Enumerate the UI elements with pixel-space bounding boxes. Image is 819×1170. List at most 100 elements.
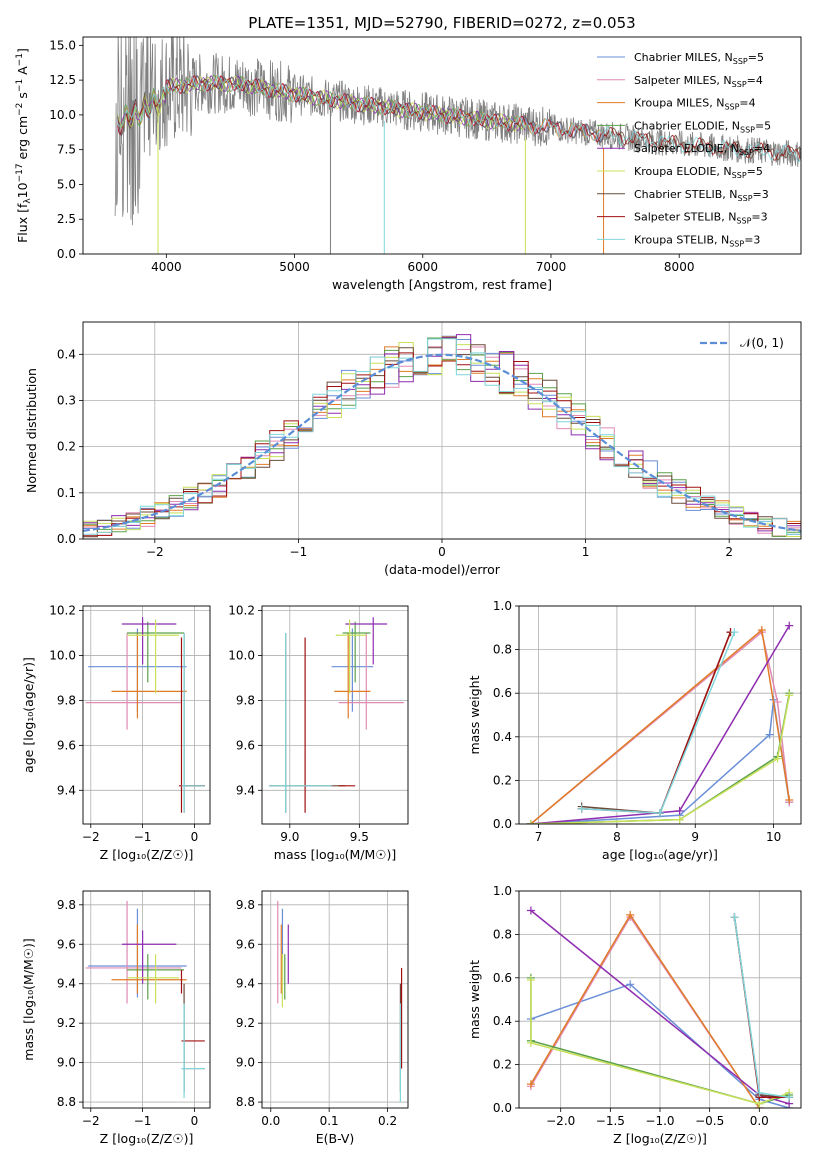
panel-age-vs-Z: −2 −1 0 9.4 9.6 9.8 10.0 10.2 Z [log₁₀(Z/Z☉)] age… <box>21 603 211 862</box>
legend-name: Chabrier MILES, N <box>634 51 733 64</box>
legend-name: Kroupa MILES, N <box>634 97 724 110</box>
model-salpeter-miles <box>117 75 604 142</box>
y-axis-label-part: λ <box>23 198 33 204</box>
series-kroupa-elodie <box>526 691 794 824</box>
series-line <box>530 695 791 824</box>
plot-area <box>83 334 801 538</box>
y-axis-label-part: ] <box>15 48 30 53</box>
point-marker <box>765 730 774 739</box>
legend-label-kroupa-miles: Kroupa MILES, NSSP=4 <box>634 97 756 112</box>
axes-frame <box>82 605 211 825</box>
series-line <box>733 916 790 1098</box>
series-chabrier-stelib <box>577 628 735 818</box>
point-marker <box>577 804 586 813</box>
legend-sub: SSP <box>740 125 755 134</box>
y-tick-label: 0.2 <box>493 1058 512 1072</box>
y-tick-label: 9.0 <box>236 1056 255 1070</box>
figure-title: PLATE=1351, MJD=52790, FIBERID=0272, z=0… <box>248 14 635 32</box>
y-tick-label: 0.4 <box>57 347 76 361</box>
legend-name: Kroupa STELIB, N <box>634 233 729 246</box>
point-marker <box>785 796 794 805</box>
axes-frame <box>82 321 802 540</box>
x-tick-label: −2.0 <box>546 1114 575 1128</box>
errorbar-salpeter-miles <box>85 632 182 730</box>
legend-sub: SSP <box>738 194 753 203</box>
y-tick-label: 9.2 <box>236 1016 255 1030</box>
y-tick-label: 9.2 <box>57 1016 76 1030</box>
y-tick-label: 12.5 <box>49 73 76 87</box>
legend-label-normal: 𝒩(0, 1) <box>740 336 784 350</box>
model-chabrier-stelib <box>117 75 801 161</box>
series-chabrier-stelib <box>730 913 794 1102</box>
axes-frame <box>518 890 802 1109</box>
x-tick-label: 4000 <box>151 260 182 274</box>
errorbar-kroupa-elodie <box>127 954 179 1004</box>
series-line <box>530 693 791 824</box>
y-axis-label-part: erg cm <box>15 116 30 164</box>
axes-frame <box>82 890 211 1109</box>
series-kroupa-stelib <box>577 628 739 818</box>
series-line <box>530 915 760 1108</box>
y-tick-label: 9.6 <box>57 738 76 752</box>
series-line <box>530 913 760 1108</box>
legend-sub: SSP <box>733 57 748 66</box>
histogram-chabrier-stelib <box>83 337 801 538</box>
x-tick-label: 1 <box>582 545 590 559</box>
x-tick-label: 5000 <box>279 260 310 274</box>
y-tick-label: 10.0 <box>49 108 76 122</box>
errorbar-kroupa-elodie <box>127 619 179 694</box>
plot-area <box>85 617 205 813</box>
y-tick-label: 0.0 <box>493 817 512 831</box>
legend-label-salpeter-stelib: Salpeter STELIB, NSSP=3 <box>634 211 768 226</box>
x-tick-label: −1 <box>290 545 308 559</box>
axes-frame <box>518 605 802 825</box>
legend-name: Salpeter MILES, N <box>634 74 732 87</box>
errorbar-kroupa-miles <box>111 924 187 994</box>
y-tick-label: 0.0 <box>57 532 76 546</box>
y-tick-label: 8.8 <box>57 1095 76 1109</box>
plot-area <box>268 617 404 813</box>
panel-spectrum: 4000 5000 6000 7000 8000 0.0 2.5 5.0 7.5 10.0 12.5… <box>15 36 802 292</box>
panel-mass-weight-vs-age: 7 8 9 10 0.0 0.2 0.4 0.6 0.8 1.0 age [log₁₀(age/yr… <box>467 599 802 862</box>
x-tick-label: −2 <box>146 545 164 559</box>
legend-name: Kroupa ELODIE, N <box>634 165 732 178</box>
point-marker <box>785 621 794 630</box>
point-marker <box>656 809 664 818</box>
legend-eq: =4 <box>754 142 770 155</box>
x-tick-label: 6000 <box>407 260 438 274</box>
legend-name: Chabrier STELIB, N <box>634 188 738 201</box>
plot-area <box>526 906 794 1108</box>
legend-eq: =3 <box>753 188 769 201</box>
legend-label-salpeter-miles: Salpeter MILES, NSSP=4 <box>634 74 763 89</box>
y-tick-label: 9.8 <box>236 693 255 707</box>
legend-eq: =4 <box>747 74 763 87</box>
series-kroupa-stelib <box>730 913 794 1102</box>
x-axis-label: Z [log₁₀(Z/Z☉)] <box>613 1131 707 1146</box>
y-tick-label: 1.0 <box>493 884 512 898</box>
y-tick-label: 0.8 <box>493 643 512 657</box>
errorbar-kroupa-elodie <box>335 619 367 694</box>
legend-name: Salpeter STELIB, N <box>634 211 736 224</box>
errorbar-kroupa-miles <box>111 632 187 719</box>
series-line <box>530 699 791 824</box>
panel-residuals: −2 −1 0 1 2 0.0 0.1 0.2 0.3 0.4 (data-model)/error… <box>24 321 802 577</box>
y-axis-label: Normed distribution <box>24 368 39 493</box>
x-axis-label: Z [log₁₀(Z/Z☉)] <box>100 1131 194 1146</box>
y-tick-label: 9.4 <box>57 977 76 991</box>
errorbar-salpeter-miles <box>85 900 182 1004</box>
series-line <box>581 631 732 814</box>
x-tick-label: 7000 <box>536 260 567 274</box>
x-tick-label: 2 <box>725 545 733 559</box>
point-marker <box>757 625 766 634</box>
x-tick-label: 10 <box>766 830 781 844</box>
series-salpeter-miles <box>526 913 764 1108</box>
legend-label-chabrier-elodie: Chabrier ELODIE, NSSP=5 <box>634 119 771 134</box>
y-tick-label: 9.6 <box>57 937 76 951</box>
series-kroupa-miles <box>526 625 794 824</box>
plot-area <box>277 900 403 1103</box>
series-line <box>530 630 791 824</box>
x-axis-label: (data-model)/error <box>384 562 501 577</box>
y-tick-label: 1.0 <box>493 599 512 613</box>
errorbar-salpeter-miles <box>338 632 404 730</box>
x-tick-label: 7 <box>535 830 543 844</box>
